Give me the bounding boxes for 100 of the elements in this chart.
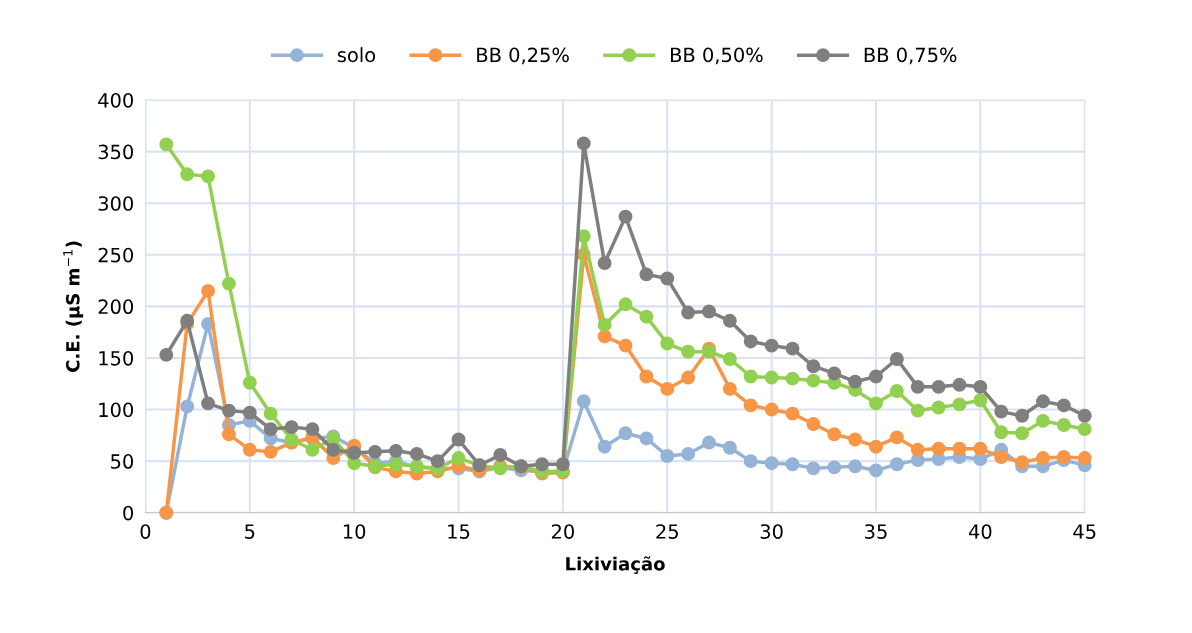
point <box>952 441 967 456</box>
point <box>597 317 612 332</box>
point <box>201 396 215 411</box>
point <box>743 398 758 413</box>
point <box>952 397 967 412</box>
point <box>785 371 800 386</box>
point <box>576 136 591 151</box>
point <box>785 341 800 356</box>
point <box>660 271 675 286</box>
point <box>827 460 842 475</box>
point <box>201 283 215 298</box>
point <box>994 404 1009 419</box>
point <box>347 445 362 460</box>
x-tick-label: 20 <box>551 524 574 539</box>
point <box>869 396 883 411</box>
point <box>743 369 758 384</box>
point <box>660 336 675 351</box>
y-tick-label: 0 <box>123 505 134 521</box>
point <box>242 442 257 457</box>
point <box>159 137 174 152</box>
point <box>806 373 821 388</box>
point <box>451 451 466 465</box>
point <box>368 444 382 459</box>
point <box>409 446 424 461</box>
point <box>889 384 904 398</box>
point <box>973 441 988 456</box>
point <box>681 370 696 385</box>
point <box>827 427 842 442</box>
point <box>681 344 696 359</box>
y-tick-label: 250 <box>98 247 134 263</box>
point <box>910 442 925 457</box>
point <box>576 394 591 409</box>
x-tick-label: 30 <box>760 524 783 539</box>
point <box>1015 408 1030 423</box>
point <box>221 276 236 291</box>
y-tick-label: 350 <box>98 144 134 160</box>
point <box>221 403 236 418</box>
point <box>430 454 445 469</box>
x-tick-label: 40 <box>968 524 992 539</box>
point <box>806 359 821 374</box>
point <box>973 393 988 408</box>
point <box>806 461 821 476</box>
point <box>1015 426 1030 441</box>
point <box>869 463 883 478</box>
point <box>764 338 779 353</box>
point <box>1036 413 1050 428</box>
y-tick-label: 50 <box>111 454 134 469</box>
point <box>242 375 257 390</box>
point <box>764 456 779 471</box>
point <box>618 426 633 441</box>
point <box>263 422 278 437</box>
point <box>201 169 215 184</box>
point <box>743 334 758 349</box>
point <box>639 369 654 384</box>
y-tick-label: 300 <box>98 196 134 211</box>
legend-label: BB 0,25% <box>477 47 569 65</box>
point <box>263 406 278 421</box>
point <box>848 374 863 389</box>
y-tick-label: 200 <box>98 299 134 315</box>
x-tick-label: 35 <box>865 524 887 539</box>
point <box>305 422 320 437</box>
point <box>180 399 195 414</box>
x-tick-label: 10 <box>343 524 366 539</box>
point <box>722 381 737 396</box>
point <box>994 425 1009 440</box>
point <box>639 431 654 446</box>
point <box>1015 455 1030 470</box>
x-tick-label: 25 <box>656 524 678 539</box>
point <box>952 377 967 392</box>
point <box>889 352 904 366</box>
point <box>284 420 299 435</box>
point <box>994 450 1009 464</box>
point <box>597 439 612 454</box>
x-tick-label: 15 <box>448 524 470 539</box>
point <box>1056 450 1071 464</box>
x-axis-title: Lixiviação <box>566 556 665 574</box>
point <box>931 441 946 456</box>
legend-label: BB 0,75% <box>864 47 957 65</box>
point <box>1036 394 1050 409</box>
legend-label: solo <box>337 47 376 63</box>
point <box>1036 451 1050 465</box>
point <box>681 305 696 320</box>
point <box>242 405 257 420</box>
point <box>848 432 863 447</box>
point <box>326 442 341 457</box>
point <box>827 366 842 381</box>
point <box>889 457 904 472</box>
point <box>263 444 278 459</box>
legend-label: BB 0,50% <box>670 47 763 65</box>
point <box>639 309 654 324</box>
point <box>305 442 320 457</box>
point <box>722 440 737 455</box>
point <box>910 379 925 394</box>
point <box>618 209 633 224</box>
y-tick-label: 400 <box>98 92 134 108</box>
point <box>221 427 236 442</box>
point <box>618 338 633 353</box>
point <box>1056 418 1071 432</box>
y-tick-label: 100 <box>99 402 134 418</box>
point <box>702 435 716 450</box>
